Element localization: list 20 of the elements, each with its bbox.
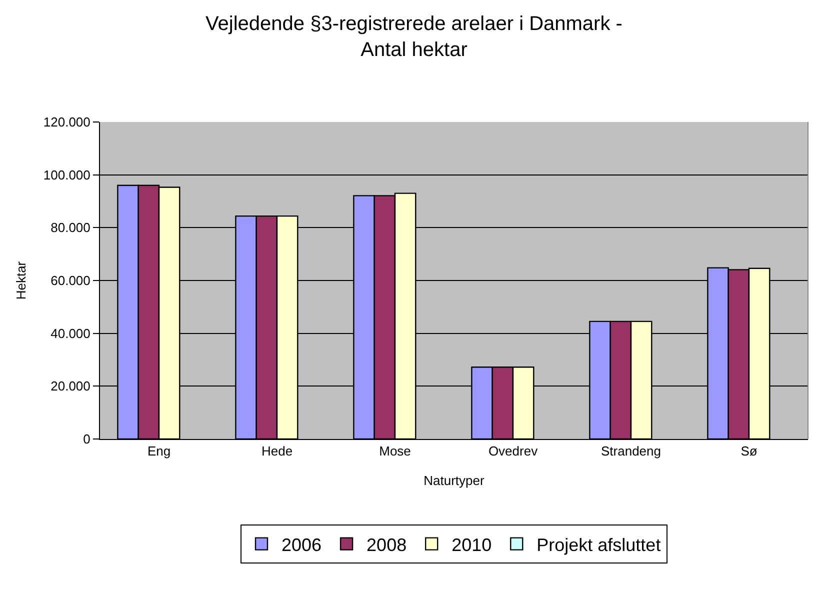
y-tick-label: 20.000 [50, 378, 90, 394]
legend-label: 2006 [282, 534, 322, 555]
x-tick-label: Eng [147, 444, 171, 459]
x-tick-label: Mose [379, 444, 411, 459]
legend-label: 2008 [366, 534, 407, 555]
y-tick-label: 60.000 [50, 273, 90, 288]
x-tick-label: Hede [261, 444, 293, 459]
legend-label: Projekt afsluttet [536, 534, 661, 555]
x-tick-label: Ovedrev [488, 444, 538, 459]
y-tick-label: 40.000 [50, 326, 90, 341]
legend-label: 2010 [452, 534, 492, 555]
chart-title: Vejledende §3-registrerede arelaer i Danmark - Antal hektar [206, 12, 622, 61]
x-axis-title: Naturtyper [424, 473, 486, 488]
y-tick-label: 100.000 [43, 167, 90, 182]
y-tick-label: 80.000 [50, 220, 90, 236]
y-tick-label: 120.000 [43, 114, 90, 130]
x-tick-label: Strandeng [601, 444, 661, 459]
y-tick-label: 0 [83, 432, 90, 447]
x-tick-label: Sø [740, 444, 758, 459]
y-axis-title: Hektar [13, 260, 28, 300]
